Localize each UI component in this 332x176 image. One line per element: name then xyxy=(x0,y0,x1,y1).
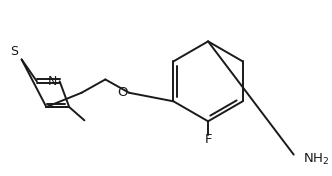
Text: NH$_2$: NH$_2$ xyxy=(303,152,330,167)
Text: S: S xyxy=(10,45,18,58)
Text: F: F xyxy=(204,133,212,146)
Text: N: N xyxy=(47,75,57,88)
Text: O: O xyxy=(117,86,128,99)
